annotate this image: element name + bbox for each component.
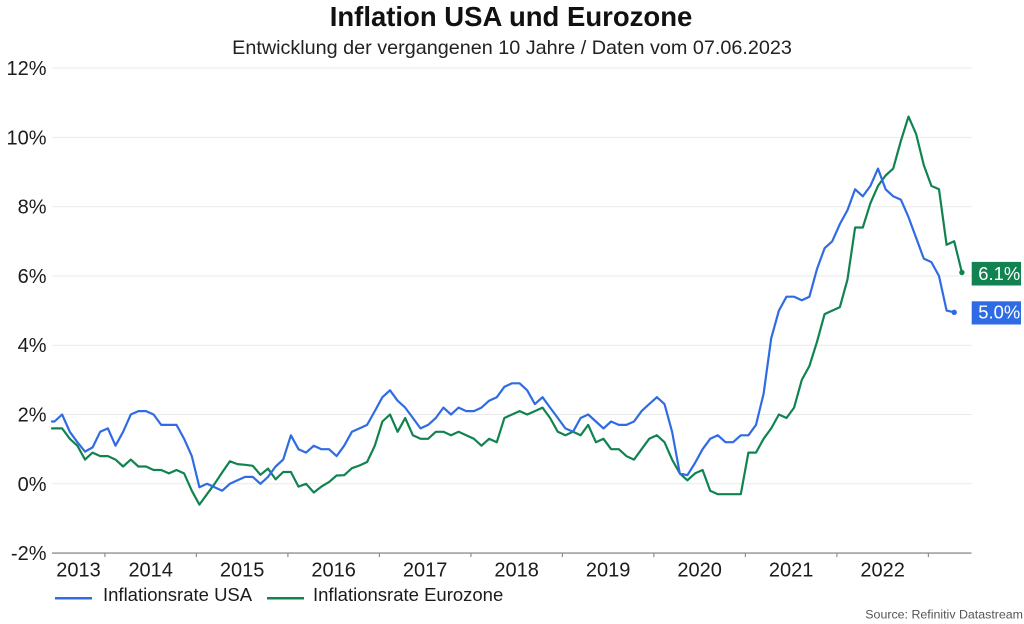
svg-text:2016: 2016 <box>311 560 356 582</box>
svg-text:4%: 4% <box>18 335 47 357</box>
svg-text:2013: 2013 <box>56 560 101 582</box>
svg-text:12%: 12% <box>6 58 46 80</box>
svg-text:2019: 2019 <box>586 560 631 582</box>
svg-text:Inflation USA und Eurozone: Inflation USA und Eurozone <box>330 1 693 32</box>
svg-text:2018: 2018 <box>494 560 539 582</box>
svg-text:Source: Refinitiv Datastream: Source: Refinitiv Datastream <box>865 608 1023 622</box>
svg-text:0%: 0% <box>18 474 47 496</box>
svg-text:2%: 2% <box>18 405 47 427</box>
svg-text:6%: 6% <box>18 266 47 288</box>
svg-text:6.1%: 6.1% <box>978 263 1020 284</box>
svg-text:Entwicklung der vergangenen 10: Entwicklung der vergangenen 10 Jahre / D… <box>232 37 792 59</box>
svg-text:2017: 2017 <box>403 560 448 582</box>
svg-text:8%: 8% <box>18 197 47 219</box>
svg-text:2020: 2020 <box>677 560 722 582</box>
svg-text:2021: 2021 <box>769 560 814 582</box>
svg-text:-2%: -2% <box>11 543 47 565</box>
svg-text:Inflationsrate Eurozone: Inflationsrate Eurozone <box>313 584 503 605</box>
svg-text:5.0%: 5.0% <box>978 302 1020 323</box>
svg-text:Inflationsrate USA: Inflationsrate USA <box>103 584 253 605</box>
svg-text:2015: 2015 <box>220 560 265 582</box>
svg-text:10%: 10% <box>6 127 46 149</box>
svg-text:2014: 2014 <box>128 560 173 582</box>
svg-text:2022: 2022 <box>860 560 905 582</box>
